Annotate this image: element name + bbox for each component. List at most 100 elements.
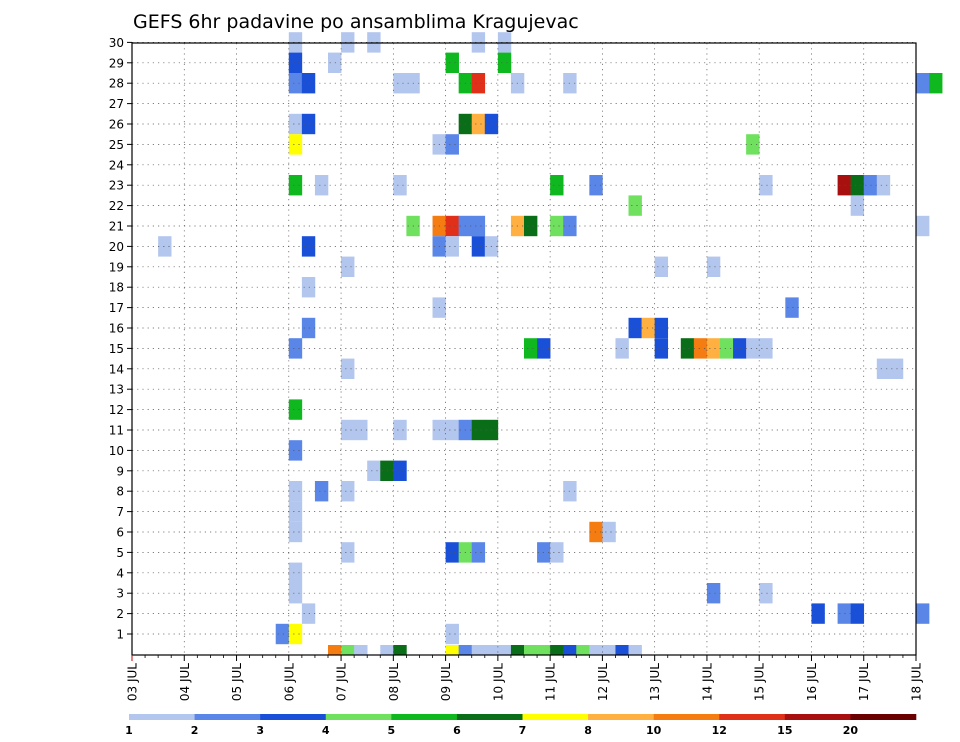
y-tick-label: 18 [109, 281, 124, 295]
strip-cell [602, 645, 616, 655]
heat-cell [341, 481, 355, 502]
y-tick-label: 25 [109, 138, 124, 152]
heat-cell [759, 338, 773, 359]
y-tick-label: 13 [109, 383, 124, 397]
heat-cell [301, 113, 316, 135]
colorbar-label: 20 [843, 724, 859, 737]
y-tick-label: 26 [109, 118, 124, 132]
heat-cell [288, 175, 303, 196]
heat-cell [288, 134, 303, 155]
heat-cell [680, 338, 695, 359]
heat-cell [615, 338, 629, 359]
heat-cell [916, 603, 930, 624]
strip-cell [393, 645, 407, 655]
y-tick-label: 12 [109, 403, 124, 417]
y-tick-label: 3 [116, 587, 124, 601]
heat-cell [288, 440, 303, 461]
y-tick-label: 24 [109, 158, 124, 172]
colorbar-label: 8 [584, 724, 592, 737]
heat-cell [314, 481, 329, 502]
heat-cell [445, 215, 459, 237]
heat-cell [288, 623, 303, 645]
heat-cell [288, 399, 303, 420]
heat-cell [641, 317, 655, 339]
heat-cell [706, 583, 721, 604]
heat-cell [288, 583, 303, 604]
y-tick-label: 17 [109, 301, 124, 315]
heat-cell [876, 175, 891, 196]
heat-cell [654, 256, 669, 277]
heat-cell [393, 175, 407, 196]
heat-cell [785, 297, 799, 318]
y-tick-label: 23 [109, 179, 124, 193]
heat-cell [628, 195, 642, 216]
x-tick-label: 05 JUL [230, 663, 244, 701]
heat-cell [301, 317, 316, 339]
y-tick-label: 1 [116, 628, 124, 642]
heat-cell [733, 338, 747, 359]
y-tick-label: 14 [109, 362, 124, 376]
colorbar-label: 2 [191, 724, 199, 737]
heat-cell [602, 521, 616, 543]
colorbar-label: 12 [712, 724, 727, 737]
strip-cell [497, 645, 512, 655]
y-tick-label: 20 [109, 240, 124, 254]
colorbar-label: 15 [777, 724, 792, 737]
strip-cell [380, 645, 394, 655]
x-tick-label: 03 JUL [126, 663, 140, 701]
x-tick-label: 18 JUL [910, 663, 924, 701]
heat-cell [746, 338, 760, 359]
heat-cell [288, 521, 303, 543]
heat-cell [471, 215, 486, 237]
strip-cell [445, 645, 459, 655]
heat-cell [314, 175, 329, 196]
x-axis: 03 JUL 04 JUL 05 JUL 06 JUL 07 JUL 08 JUL 09 J… [126, 655, 924, 701]
colorbar-label: 10 [646, 724, 662, 737]
x-tick-label: 08 JUL [387, 663, 401, 701]
heat-cell [811, 603, 825, 624]
heat-cell [288, 501, 303, 522]
y-axis: 1234567891011121314151617181920212223242… [109, 36, 132, 642]
strip-cell [328, 645, 342, 655]
heat-cell [445, 134, 459, 155]
strip-cell [537, 645, 551, 655]
heat-cell [341, 358, 355, 379]
heat-cell [759, 583, 773, 604]
x-tick-label: 14 JUL [700, 663, 714, 701]
strip-cell [550, 645, 564, 655]
colorbar-label: 6 [453, 724, 461, 737]
y-tick-label: 28 [109, 77, 124, 91]
heat-cell [524, 215, 538, 237]
heat-cell [288, 338, 303, 359]
strip-cell [576, 645, 590, 655]
heat-cell [916, 215, 930, 237]
x-tick-label: 04 JUL [178, 663, 192, 701]
heat-cell [288, 52, 303, 73]
heat-cell [693, 338, 708, 359]
colorbar-swatch [391, 714, 458, 720]
y-tick-label: 8 [116, 485, 124, 499]
heat-cell [589, 521, 603, 543]
heat-cell [367, 460, 381, 481]
heat-cell [301, 73, 316, 94]
colorbar-label: 4 [322, 724, 330, 737]
heat-cell [393, 419, 407, 441]
y-tick-label: 6 [116, 526, 124, 540]
colorbar-swatch [129, 714, 195, 720]
heat-cell [393, 73, 407, 94]
strip-cell [341, 645, 355, 655]
heat-cell [471, 419, 486, 441]
heat-cell [341, 419, 355, 441]
x-tick-label: 17 JUL [857, 663, 871, 701]
y-tick-label: 5 [116, 546, 124, 560]
x-tick-label: 06 JUL [282, 663, 296, 701]
heat-cell [876, 358, 891, 379]
heat-cell [589, 175, 603, 196]
colorbar-label: 7 [519, 724, 527, 737]
y-tick-label: 21 [109, 220, 124, 234]
colorbar-swatch [522, 714, 589, 720]
strip-cell [589, 645, 603, 655]
strip-cell [628, 645, 642, 655]
heat-cell [288, 113, 303, 135]
heat-cell [445, 419, 459, 441]
